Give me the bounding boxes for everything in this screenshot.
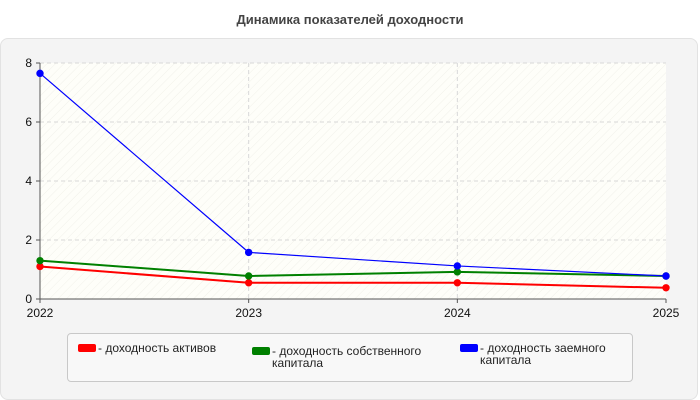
data-point [244, 272, 253, 280]
x-tick-label: 2023 [235, 306, 262, 320]
legend-label-debt: - доходность заемного капитала [480, 341, 606, 367]
y-tick-label: 4 [25, 174, 32, 188]
data-point [662, 284, 670, 292]
x-axis-ticks: 2022 2023 2024 2025 [27, 299, 680, 320]
series-line [39, 265, 667, 289]
legend-label-assets: - доходность активов [98, 341, 217, 355]
x-tick-label: 2024 [444, 306, 471, 320]
y-tick-label: 2 [25, 233, 32, 247]
data-point [36, 69, 44, 78]
x-tick-label: 2022 [27, 306, 54, 320]
x-tick-label: 2025 [653, 306, 680, 320]
y-tick-label: 6 [25, 115, 32, 129]
data-point [453, 279, 462, 287]
legend-swatch-debt [460, 344, 478, 352]
legend-label-equity: - доходность собственного капитала [272, 344, 422, 370]
data-point [36, 256, 44, 265]
y-tick-label: 0 [25, 292, 32, 306]
series-line [39, 259, 667, 277]
data-point [662, 272, 670, 280]
legend: - доходность активов - доходность собств… [67, 333, 633, 382]
series-lines [36, 69, 670, 292]
series-line [39, 72, 667, 277]
y-tick-label: 8 [25, 56, 32, 70]
data-point [244, 279, 253, 287]
data-point [244, 248, 253, 257]
grid-lines [40, 62, 666, 299]
data-point [453, 262, 462, 270]
legend-swatch-equity [252, 347, 270, 355]
y-axis-ticks: 0 2 4 6 8 [25, 56, 40, 306]
chart-title: Динамика показателей доходности [236, 12, 464, 27]
legend-swatch-assets [78, 344, 96, 352]
